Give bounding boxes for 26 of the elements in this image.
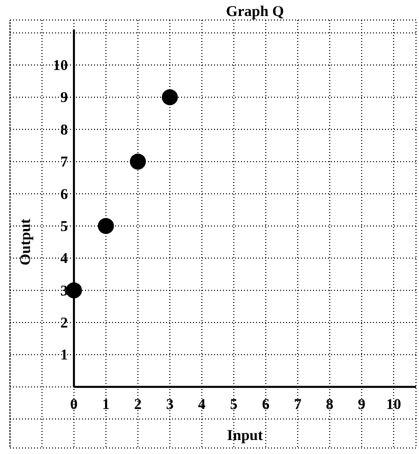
x-tick-label: 8 bbox=[326, 396, 334, 413]
point bbox=[130, 154, 146, 170]
y-tick-label: 9 bbox=[60, 90, 68, 106]
x-tick-label: 7 bbox=[294, 396, 302, 413]
point bbox=[98, 218, 114, 234]
point bbox=[66, 282, 82, 298]
chart-title: Graph Q bbox=[226, 4, 284, 20]
y-tick-label: 2 bbox=[60, 315, 68, 332]
x-axis-title: Input bbox=[227, 428, 263, 444]
y-tick-label: 1 bbox=[60, 348, 68, 364]
x-tick-label: 5 bbox=[230, 396, 238, 413]
x-tick-label: 2 bbox=[134, 396, 142, 413]
x-tick-label: 9 bbox=[358, 396, 366, 413]
x-tick-label: 4 bbox=[198, 396, 206, 413]
y-axis-title: Output bbox=[18, 218, 34, 266]
x-tick-label: 0 bbox=[70, 396, 78, 413]
y-tick-label: 4 bbox=[60, 251, 68, 268]
y-tick-label: 5 bbox=[60, 218, 68, 235]
point bbox=[162, 89, 178, 106]
x-tick-label: 6 bbox=[262, 396, 270, 413]
y-tick-label: 7 bbox=[60, 154, 68, 171]
y-tick-label: 8 bbox=[60, 122, 68, 138]
y-tick-label: 6 bbox=[60, 186, 68, 203]
x-tick-label: 10 bbox=[386, 396, 402, 413]
x-tick-label: 3 bbox=[166, 396, 174, 413]
y-tick-label: 10 bbox=[52, 58, 68, 74]
